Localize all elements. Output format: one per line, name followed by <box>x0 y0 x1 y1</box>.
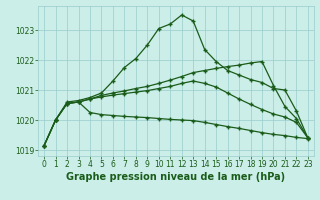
X-axis label: Graphe pression niveau de la mer (hPa): Graphe pression niveau de la mer (hPa) <box>67 172 285 182</box>
